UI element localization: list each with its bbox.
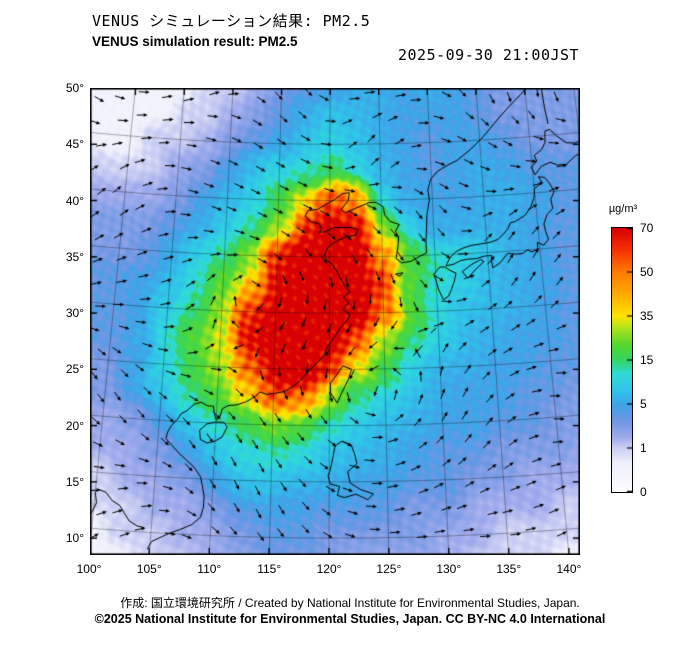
lon-tick-label: 100° [76, 562, 102, 576]
colorbar-tick-label: 5 [640, 397, 647, 411]
colorbar-unit-label: µg/m³ [608, 203, 638, 215]
lat-tick-label: 30° [65, 306, 84, 321]
lat-tick-label: 40° [65, 193, 84, 208]
lon-tick-label: 105° [136, 562, 162, 576]
lat-tick-label: 35° [65, 249, 84, 264]
colorbar-gradient [611, 227, 633, 493]
lon-tick-label: 130° [436, 562, 462, 576]
license-line: ©2025 National Institute for Environment… [94, 612, 606, 626]
colorbar-tick-label: 70 [640, 221, 654, 235]
colorbar-tick-label: 0 [640, 485, 647, 499]
lon-tick-label: 115° [257, 562, 282, 576]
lat-tick-label: 45° [65, 137, 84, 152]
page-title-english: VENUS simulation result: PM2.5 [92, 34, 298, 49]
credit-line: 作成: 国立環境研究所 / Created by National Instit… [120, 596, 580, 610]
colorbar-tick-label: 1 [640, 441, 647, 455]
page-title-japanese: VENUS シミュレーション結果: PM2.5 [92, 12, 371, 30]
lon-tick-label: 125° [376, 562, 402, 576]
lon-tick-label: 120° [316, 562, 342, 576]
colorbar-tick-label: 50 [640, 265, 654, 279]
lat-tick-label: 50° [65, 81, 84, 95]
lon-tick-label: 110° [197, 562, 222, 576]
valid-time-label: 2025-09-30 21:00JST [398, 46, 580, 64]
lon-tick-label: 140° [556, 562, 582, 576]
lat-tick-label: 15° [65, 474, 84, 489]
lat-tick-label: 10° [65, 531, 84, 546]
lat-tick-label: 25° [65, 362, 84, 377]
pm25-concentration-map [90, 88, 580, 555]
lat-tick-label: 20° [65, 418, 84, 433]
lon-tick-label: 135° [496, 562, 522, 576]
colorbar-tick-label: 35 [640, 309, 654, 323]
colorbar-tick-label: 15 [640, 353, 654, 367]
